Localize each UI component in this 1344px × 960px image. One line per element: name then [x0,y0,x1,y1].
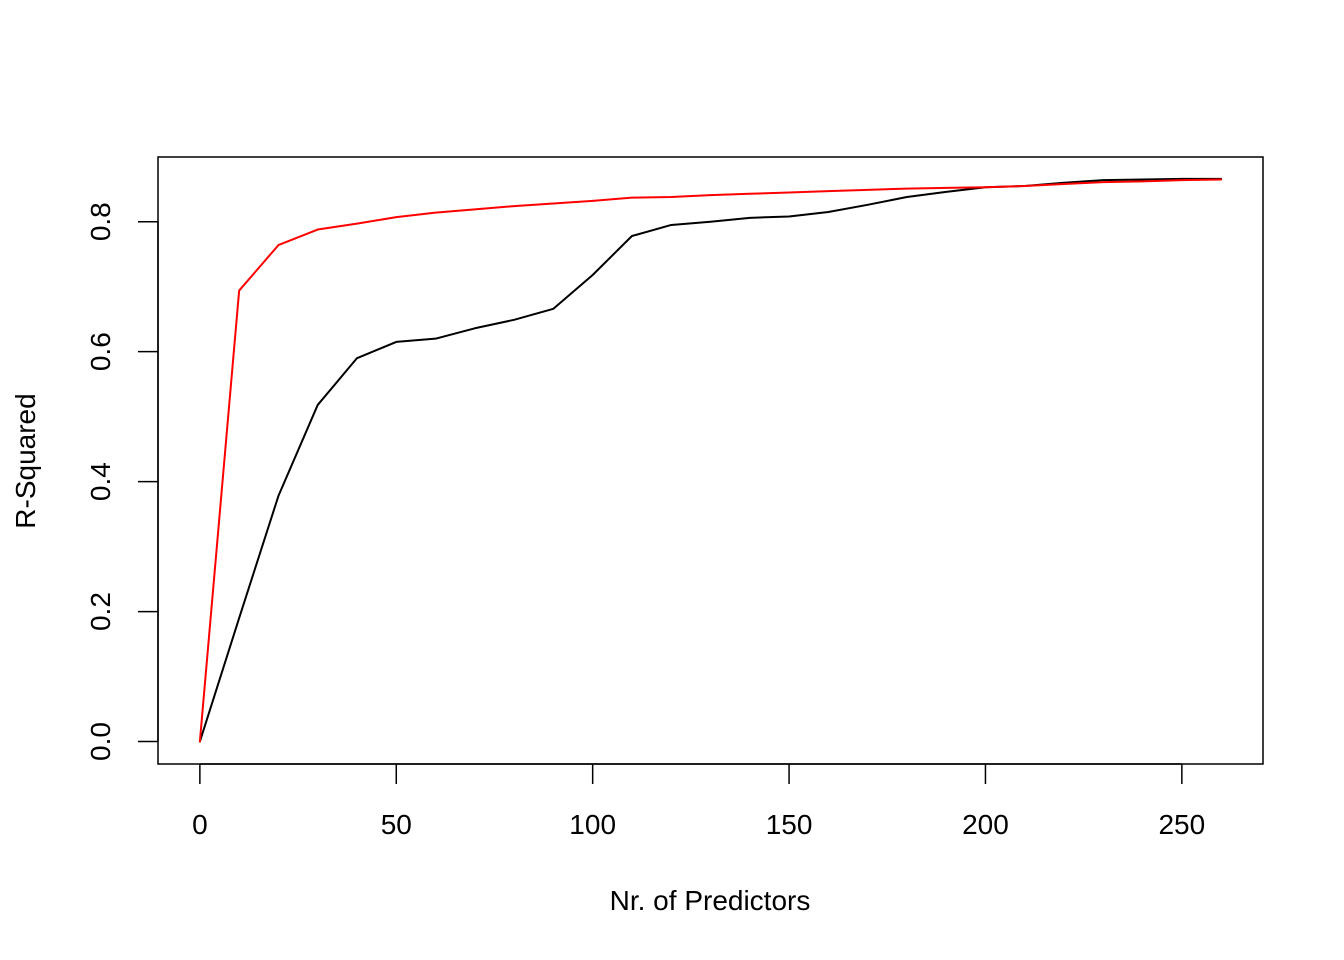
x-tick-label: 250 [1158,809,1205,840]
x-tick-label: 0 [192,809,208,840]
x-tick-label: 100 [569,809,616,840]
y-axis-title: R-Squared [10,393,41,528]
y-tick-label: 0.8 [85,202,116,241]
x-tick-label: 50 [381,809,412,840]
y-tick-label: 0.0 [85,722,116,761]
series-line-2 [198,178,1223,743]
x-tick-label: 150 [766,809,813,840]
y-axis: 0.0 0.2 0.4 0.6 0.8 [85,202,159,761]
series-layer [198,177,1223,743]
y-tick-label: 0.2 [85,592,116,631]
x-axis: 0 50 100 150 200 250 [192,763,1205,840]
y-tick-label: 0.6 [85,332,116,371]
y-tick-label: 0.4 [85,462,116,501]
x-axis-title: Nr. of Predictors [610,885,811,916]
x-tick-label: 200 [962,809,1009,840]
